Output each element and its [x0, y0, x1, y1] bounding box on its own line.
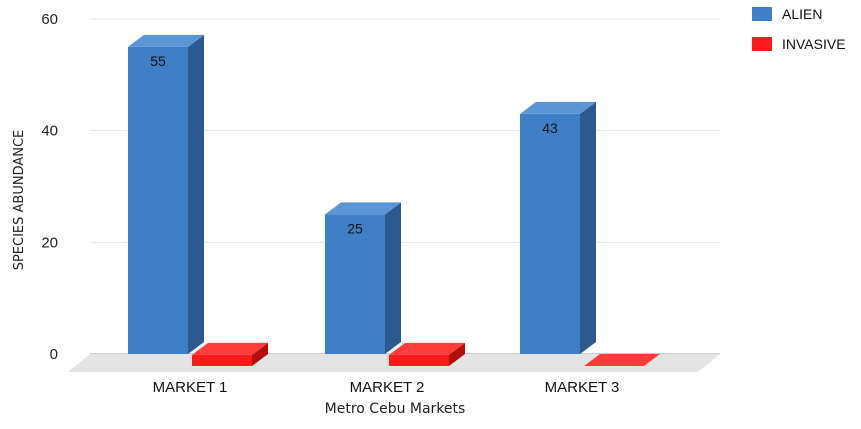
y-tick-label: 60 [41, 11, 58, 28]
bar-top [584, 354, 660, 366]
data-label: 55 [150, 53, 166, 69]
bar-front [325, 214, 385, 354]
legend-item-invasive: INVASIVE [752, 36, 846, 52]
bar-top [325, 202, 401, 215]
legend-item-alien: ALIEN [752, 6, 822, 22]
legend: ALIEN INVASIVE [752, 6, 846, 52]
x-tick-label: MARKET 2 [350, 379, 425, 396]
bar-front [192, 354, 252, 366]
data-label: 43 [542, 120, 558, 136]
y-axis-ticks: 0 20 40 60 [41, 11, 58, 363]
legend-label: INVASIVE [782, 36, 846, 52]
bar-top [389, 342, 465, 355]
bar-front [389, 354, 449, 366]
bar-invasive-2 [389, 342, 465, 366]
bar-invasive-3 [584, 354, 660, 366]
x-axis-title: Metro Cebu Markets [325, 401, 466, 417]
bar-alien-2: 25 [325, 202, 401, 354]
x-tick-label: MARKET 1 [153, 379, 228, 396]
bar-top [128, 34, 204, 47]
bar-front [128, 46, 188, 355]
bar-alien-1: 55 [128, 34, 204, 355]
data-label: 25 [347, 220, 363, 236]
legend-label: ALIEN [782, 6, 822, 22]
x-tick-label: MARKET 3 [545, 379, 620, 396]
bar-top [520, 101, 596, 114]
bar-invasive-1 [192, 342, 268, 366]
y-tick-label: 0 [50, 346, 58, 363]
legend-swatch [752, 37, 772, 51]
y-axis-title: SPECIES ABUNDANCE [12, 130, 27, 271]
bar-alien-3: 43 [520, 101, 596, 355]
y-tick-label: 20 [41, 234, 58, 251]
bar-side [188, 34, 204, 355]
legend-swatch [752, 7, 772, 21]
bars: 55 25 43 [128, 34, 660, 366]
bar-front [520, 113, 580, 355]
y-tick-label: 40 [41, 123, 58, 140]
bar-side [252, 342, 268, 366]
bar-side [449, 342, 465, 366]
bar-side [385, 202, 401, 354]
bar-side [580, 101, 596, 355]
bar-top [192, 342, 268, 355]
x-axis-ticks: MARKET 1 MARKET 2 MARKET 3 [153, 379, 620, 396]
